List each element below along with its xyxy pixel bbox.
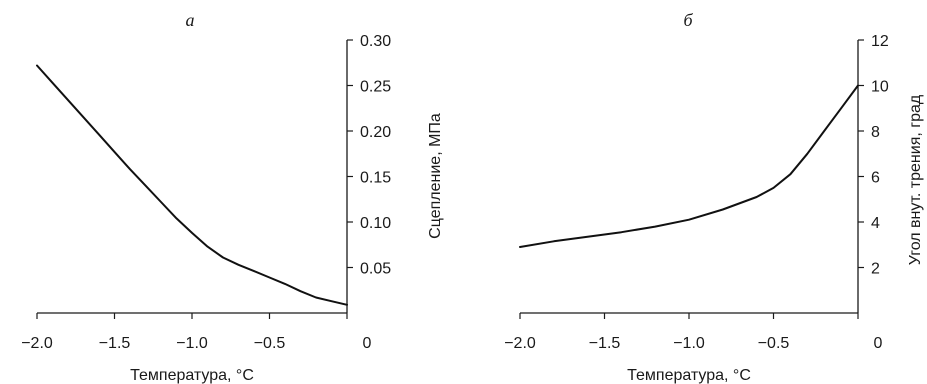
y-tick-label: 0.10 [360, 215, 391, 232]
x-tick-label: −1.0 [673, 335, 705, 352]
x-tick-label: −0.5 [758, 335, 790, 352]
x-axis-label: Температура, °C [130, 367, 254, 384]
y-tick-label: 10 [871, 79, 889, 96]
x-axis-label: Температура, °C [627, 367, 751, 384]
y-tick-label: 0.20 [360, 124, 391, 141]
y-tick-label: 4 [871, 215, 880, 232]
y-axis-label: Угол внут. трения, град [907, 94, 924, 265]
y-tick-label: 0.15 [360, 170, 391, 187]
y-tick-label: 0.05 [360, 261, 391, 278]
series-line [519, 84, 859, 248]
x-tick-label: 0 [363, 335, 372, 352]
panel-label: б [683, 10, 693, 30]
x-tick-label: −1.5 [99, 335, 131, 352]
panel-b: −2.0 −1.5 −1.0 −0.5 0 2 4 6 8 10 12 Температура, °C… [504, 10, 924, 384]
y-tick-label: 6 [871, 170, 880, 187]
x-tick-label: 0 [874, 335, 883, 352]
y-axis-label: Сцепление, МПа [427, 113, 444, 239]
y-tick-label: 0.25 [360, 79, 391, 96]
panel-label: а [186, 10, 195, 30]
x-tick-label: −2.0 [21, 335, 53, 352]
y-tick-label: 0.30 [360, 33, 391, 50]
x-tick-label: −1.5 [589, 335, 621, 352]
y-tick-label: 12 [871, 33, 889, 50]
series-line [36, 64, 348, 306]
x-tick-label: −2.0 [504, 335, 536, 352]
panel-a: −2.0 −1.5 −1.0 −0.5 0 0.05 0.10 0.15 0.20 0.25 0.3… [21, 10, 444, 384]
y-tick-label: 2 [871, 261, 880, 278]
x-tick-label: −0.5 [254, 335, 286, 352]
x-tick-label: −1.0 [176, 335, 208, 352]
y-tick-label: 8 [871, 124, 880, 141]
